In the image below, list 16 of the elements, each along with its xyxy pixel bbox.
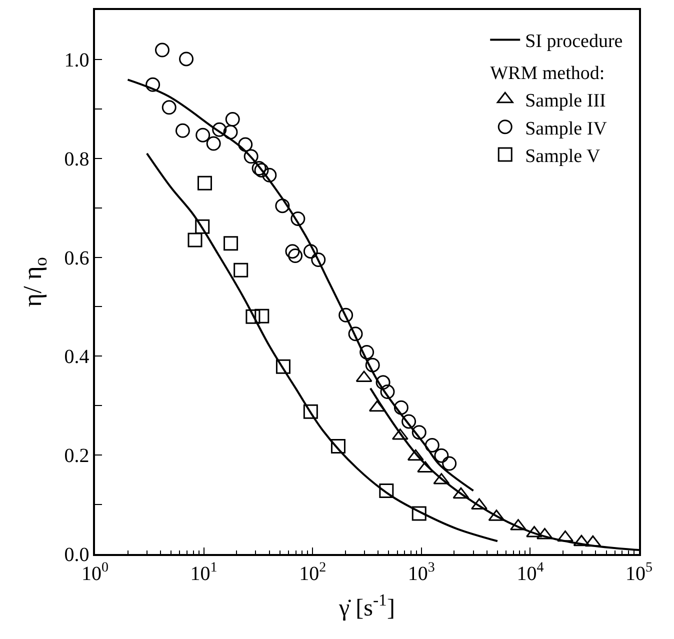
y-tick-label: 0.6 [64, 247, 90, 270]
x-tick-label: 10$^{4}$ [516, 560, 544, 585]
legend-label: Sample III [525, 90, 606, 112]
y-tick-label: 0.4 [64, 346, 90, 368]
x-axis-title: γ̇ [s$^{-1}$] [338, 590, 395, 622]
legend-label: Sample IV [525, 118, 608, 140]
x-tick-label: 10$^{2}$ [299, 560, 326, 585]
x-tick-label: 10$^{3}$ [408, 560, 435, 585]
legend-label: SI procedure [525, 31, 623, 52]
x-tick-label: 10$^{5}$ [626, 560, 652, 585]
y-tick-label: 1.0 [64, 49, 90, 72]
legend-label: Sample V [525, 146, 601, 167]
x-tick-label: 10$^{1}$ [190, 560, 218, 585]
y-tick-label: 0.2 [64, 445, 90, 468]
annotation: WRM method: [490, 62, 605, 84]
y-tick-label: 0.8 [64, 148, 90, 170]
